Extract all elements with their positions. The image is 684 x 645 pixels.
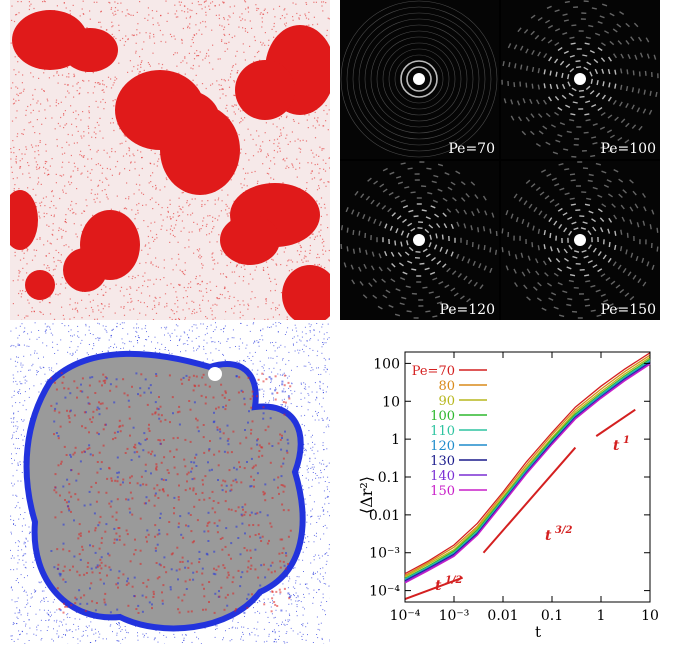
cluster-image [10, 322, 330, 644]
legend-label-1: Pe=70 [412, 364, 455, 379]
red-cluster-13 [282, 265, 330, 320]
x-axis-label: t [535, 623, 541, 640]
x-tick-label: 10⁻⁴ [390, 608, 421, 624]
central-peak [413, 234, 425, 246]
y-tick-label: 100 [373, 356, 400, 372]
x-tick-label: 1 [597, 608, 606, 624]
x-tick-label: 0.1 [541, 608, 563, 624]
fft-pattern-2 [501, 0, 659, 158]
fft-cell-2: Pe=100 [501, 0, 660, 159]
legend-label-7: 130 [430, 454, 455, 469]
series-line-3 [404, 356, 651, 578]
legend-label-2: 80 [438, 379, 455, 394]
legend-label-8: 140 [430, 469, 455, 484]
fft-label-1: Pe=70 [448, 141, 495, 157]
legend-label-6: 120 [430, 439, 455, 454]
fft-pattern-4 [501, 161, 659, 319]
series-line-1 [404, 352, 651, 575]
fft-pattern-1 [340, 0, 498, 158]
red-cluster-4 [235, 60, 295, 120]
fft-label-2: Pe=100 [600, 141, 656, 157]
red-cluster-2 [62, 28, 118, 72]
fft-pattern-3 [340, 161, 498, 319]
x-tick-label: 10 [641, 608, 659, 624]
red-cluster-10 [63, 248, 107, 292]
structure-factor-grid: Pe=70 Pe=100 Pe=120 Pe=150 [340, 0, 660, 320]
msd-chart: t 1/2 t 3/2 t 1 10⁻⁴ 10⁻³ 0.01 0.1 1 10 10⁻⁴ 10⁻³… [345, 340, 675, 640]
red-cluster-7 [150, 90, 220, 150]
cluster-snapshot-panel [10, 322, 330, 644]
y-tick-label: 0.01 [369, 508, 400, 524]
snapshot-image [10, 0, 330, 320]
central-peak [574, 234, 586, 246]
msd-chart-svg: t 1/2t 3/2t 1 10⁻⁴ 10⁻³ 0.01 0.1 1 1010⁻⁴10⁻³… [357, 351, 659, 640]
red-cluster-12 [220, 215, 280, 265]
fft-cell-4: Pe=150 [501, 161, 660, 320]
series-line-9 [404, 363, 651, 584]
y-axis-label: ⟨Δr²⟩ [357, 476, 376, 514]
y-tick-label: 10⁻³ [369, 546, 400, 562]
y-tick-label: 10 [382, 394, 400, 410]
legend-label-5: 110 [430, 424, 455, 439]
slope-guide-label-1: t 1/2 [435, 575, 463, 594]
series-line-4 [404, 358, 651, 579]
legend-label-4: 100 [430, 409, 455, 424]
fft-cell-3: Pe=120 [340, 161, 499, 320]
red-cluster-14 [25, 270, 55, 300]
series-line-2 [404, 354, 651, 577]
fft-cell-1: Pe=70 [340, 0, 499, 159]
central-peak [413, 73, 425, 85]
legend-label-9: 150 [430, 484, 455, 499]
y-tick-label: 1 [391, 432, 400, 448]
central-peak [574, 73, 586, 85]
slope-guide-3 [595, 408, 636, 437]
series-line-6 [404, 360, 651, 581]
slope-guide-label-2: t 3/2 [545, 525, 573, 544]
x-tick-label: 0.01 [487, 608, 518, 624]
legend-label-3: 90 [438, 394, 455, 409]
red-cluster-8 [10, 190, 38, 250]
snapshot-clusters-panel [10, 0, 330, 320]
series-line-5 [404, 359, 651, 580]
fft-label-4: Pe=150 [600, 302, 656, 318]
slope-guide-2 [482, 446, 577, 554]
y-tick-label: 10⁻⁴ [369, 584, 400, 600]
fft-label-3: Pe=120 [439, 302, 495, 318]
slope-guide-1 [404, 576, 463, 600]
x-tick-label: 10⁻³ [439, 608, 470, 624]
y-tick-label: 0.1 [378, 470, 400, 486]
slope-guide-label-3: t 1 [613, 435, 630, 454]
